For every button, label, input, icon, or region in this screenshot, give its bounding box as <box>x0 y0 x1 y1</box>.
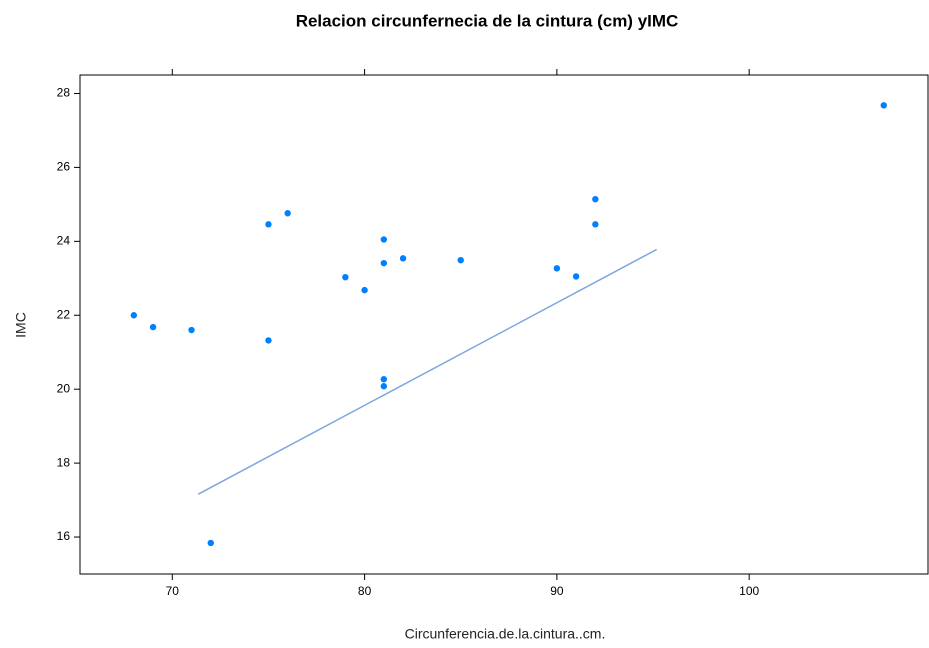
y-tick-label: 18 <box>57 455 71 469</box>
y-axis-label: IMC <box>13 312 29 338</box>
point <box>380 259 388 267</box>
y-tick-label: 20 <box>57 381 71 395</box>
x-tick-label: 70 <box>166 584 180 598</box>
y-tick-label: 16 <box>57 529 71 543</box>
trend-line <box>197 248 658 495</box>
x-tick-label: 90 <box>550 584 564 598</box>
point <box>284 210 291 217</box>
x-axis-label: Circunferencia.de.la.cintura..cm. <box>405 626 606 642</box>
x-tick-label: 100 <box>739 584 759 598</box>
point <box>592 221 599 228</box>
point <box>457 256 464 264</box>
point <box>572 273 580 280</box>
point <box>361 286 368 294</box>
point <box>399 255 407 262</box>
point <box>265 221 272 228</box>
point <box>265 337 272 344</box>
point <box>342 273 349 281</box>
y-tick-label: 24 <box>57 234 71 248</box>
y-tick-label: 22 <box>57 307 71 321</box>
point <box>592 195 599 203</box>
point <box>130 312 138 319</box>
y-tick-label: 26 <box>57 160 71 174</box>
y-tick-label: 28 <box>57 86 71 100</box>
plot-frame <box>79 74 929 575</box>
chart-title: Relacion circunfernecia de la cintura (c… <box>296 11 679 30</box>
point <box>553 265 561 272</box>
point <box>880 102 887 109</box>
point <box>207 539 214 547</box>
point <box>380 383 388 390</box>
point <box>380 236 388 243</box>
point <box>149 323 157 331</box>
x-tick-label: 80 <box>358 584 372 598</box>
point <box>188 326 195 334</box>
point <box>380 376 388 383</box>
